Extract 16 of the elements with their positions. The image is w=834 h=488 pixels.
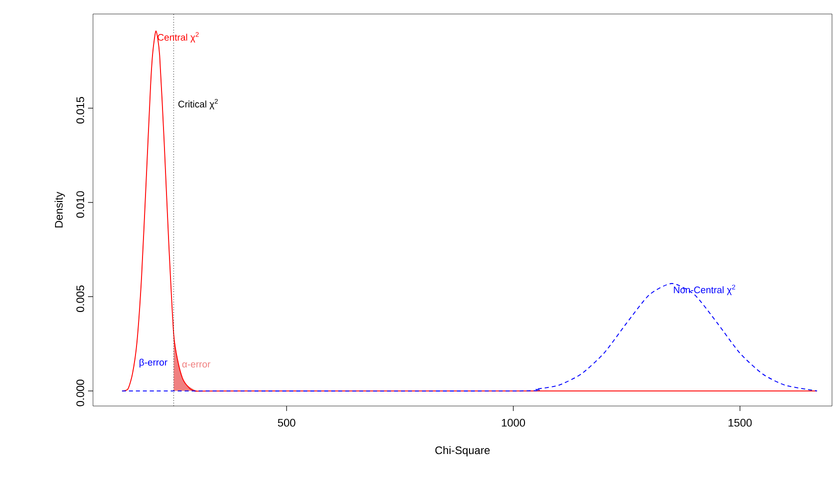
y-tick-label: 0.015 bbox=[76, 96, 84, 124]
line-series bbox=[122, 30, 818, 392]
x-tick-label: 500 bbox=[278, 418, 296, 427]
x-tick-label: 1000 bbox=[502, 418, 526, 427]
line-series bbox=[122, 283, 818, 392]
x-tick-label: 1500 bbox=[728, 418, 752, 427]
annotation: β-error bbox=[140, 358, 168, 368]
series-label: Non-Central χ$^{2}$ bbox=[674, 284, 736, 296]
y-tick-label: 0.010 bbox=[76, 191, 84, 218]
y-tick-label: 0.005 bbox=[76, 285, 84, 312]
series-label: α-error bbox=[182, 362, 210, 368]
ref-line-label: Critical χ$^{2}$ bbox=[178, 98, 218, 110]
y-tick-label: 0.000 bbox=[76, 380, 84, 406]
series-label: Central χ$^{2}$ bbox=[158, 32, 199, 43]
x-axis-title: Chi-Square bbox=[435, 446, 490, 456]
y-axis-title: Density bbox=[54, 192, 65, 228]
